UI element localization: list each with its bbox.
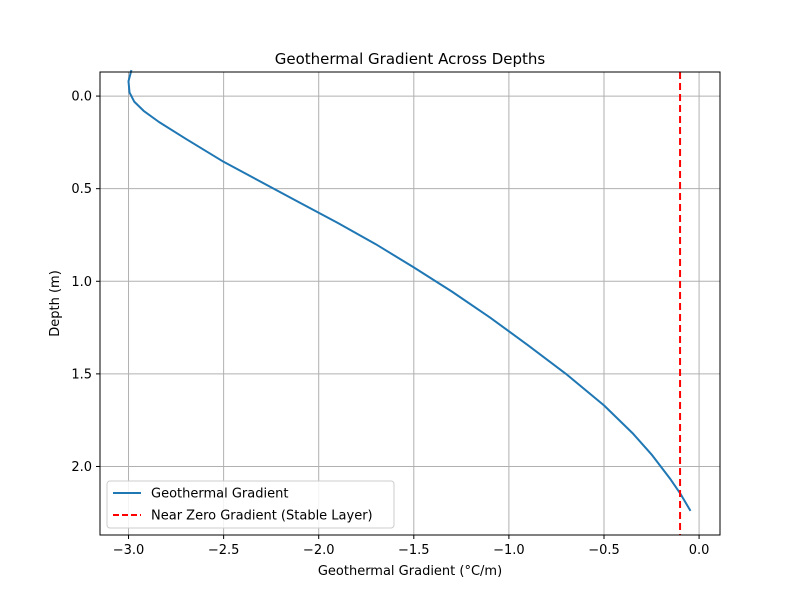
data-series <box>127 69 692 535</box>
y-axis-ticks: 0.0 0.5 1.0 1.5 2.0 <box>71 90 100 475</box>
y-tick-label: 1.0 <box>71 275 92 290</box>
legend-box <box>106 480 395 529</box>
x-tick-label: −1.0 <box>493 543 525 558</box>
y-axis-label: Depth (m) <box>48 270 63 337</box>
y-tick-label: 1.5 <box>71 367 92 382</box>
y-tick-label: 2.0 <box>71 460 92 475</box>
x-tick-label: −1.5 <box>398 543 430 558</box>
plot-area-background <box>100 72 720 535</box>
x-tick-label: −2.5 <box>208 543 240 558</box>
x-tick-label: −0.5 <box>588 543 620 558</box>
chart-title: Geothermal Gradient Across Depths <box>275 50 546 68</box>
x-tick-label: −3.0 <box>113 543 145 558</box>
geothermal-gradient-line <box>127 69 692 512</box>
x-tick-label: −2.0 <box>303 543 335 558</box>
plot-frame <box>99 71 721 536</box>
legend-label-gradient: Geothermal Gradient <box>151 487 288 502</box>
legend-label-stable-layer: Near Zero Gradient (Stable Layer) <box>151 509 373 524</box>
x-axis-ticks: −3.0 −2.5 −2.0 −1.5 −1.0 −0.5 0.0 <box>113 535 710 558</box>
grid <box>100 72 720 535</box>
y-tick-label: 0.0 <box>71 90 92 105</box>
x-tick-label: 0.0 <box>689 543 710 558</box>
y-tick-label: 0.5 <box>71 182 92 197</box>
x-axis-label: Geothermal Gradient (°C/m) <box>318 564 502 579</box>
legend: Geothermal Gradient Near Zero Gradient (… <box>106 480 395 529</box>
